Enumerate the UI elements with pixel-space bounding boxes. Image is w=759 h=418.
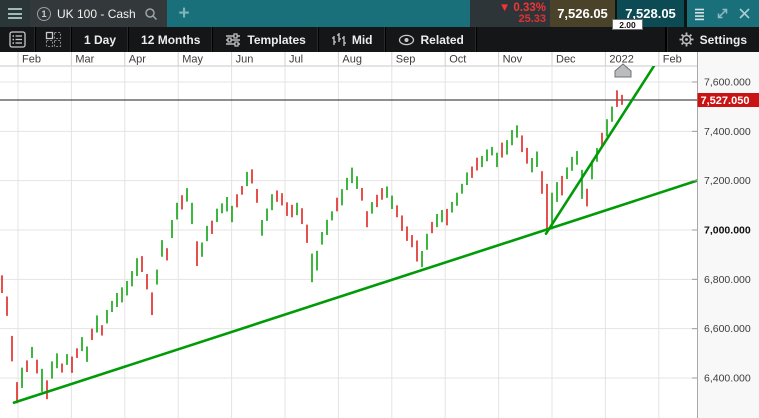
chart-list-button[interactable] bbox=[0, 27, 36, 52]
trendline-long-support[interactable] bbox=[12, 179, 697, 404]
month-label: Aug bbox=[342, 54, 362, 66]
month-label: May bbox=[182, 54, 203, 66]
badge-bg bbox=[697, 92, 759, 107]
month-label: 2022 bbox=[609, 54, 633, 66]
month-label: Nov bbox=[503, 54, 523, 66]
price-tick-label: 6,800.000 bbox=[704, 274, 751, 286]
price-tick-label: 7,400.000 bbox=[704, 126, 751, 138]
instrument-number-badge: 1 bbox=[37, 6, 51, 21]
period-dropdown[interactable]: 1 Day bbox=[72, 27, 130, 52]
menu-lines-icon[interactable] bbox=[691, 5, 709, 23]
price-tick-label: 6,400.000 bbox=[704, 373, 751, 385]
month-label: Mar bbox=[75, 54, 94, 66]
price-axis-bg bbox=[697, 52, 759, 418]
settings-label: Settings bbox=[699, 32, 747, 47]
templates-button[interactable]: Templates bbox=[213, 27, 319, 52]
candlestick-icon bbox=[331, 33, 346, 46]
current-bar-marker bbox=[614, 63, 632, 78]
settings-button[interactable]: Settings bbox=[665, 27, 759, 52]
search-icon[interactable] bbox=[142, 5, 160, 23]
price-axis: 7,600.000 7,400.000 7,200.000 7,000.000 6,80… bbox=[692, 52, 759, 418]
price-tick-label: 7,200.000 bbox=[704, 175, 751, 187]
badge-label: 7,527.050 bbox=[701, 95, 750, 107]
related-button[interactable]: Related bbox=[386, 27, 477, 52]
related-label: Related bbox=[420, 32, 464, 47]
sliders-icon bbox=[226, 32, 241, 47]
templates-label: Templates bbox=[247, 32, 306, 47]
change-block: ▼ 0.33% 25.33 bbox=[470, 0, 550, 27]
month-label: Feb bbox=[663, 54, 682, 66]
month-label: Feb bbox=[22, 54, 41, 66]
grid-layout-icon bbox=[45, 31, 62, 48]
gridlines bbox=[0, 66, 697, 418]
list-icon bbox=[9, 31, 26, 48]
sell-price-button[interactable]: 7,526.05 bbox=[550, 0, 617, 27]
month-label: Jul bbox=[289, 54, 303, 66]
price-tick-label: 6,600.000 bbox=[704, 323, 751, 335]
price-bars bbox=[1, 90, 623, 404]
current-price-badge: 7,527.050 bbox=[697, 92, 759, 107]
topbar-icons bbox=[684, 0, 759, 27]
month-label: Oct bbox=[449, 54, 466, 66]
eye-icon bbox=[398, 34, 414, 45]
month-label: Sep bbox=[396, 54, 416, 66]
expand-icon[interactable] bbox=[713, 5, 731, 23]
price-tick-label: 7,000.000 bbox=[704, 225, 751, 237]
trendline-steep-rally[interactable] bbox=[544, 66, 656, 235]
month-label: Dec bbox=[556, 54, 576, 66]
hamburger-icon bbox=[8, 8, 22, 10]
change-percent: ▼ 0.33% bbox=[498, 2, 546, 14]
chart-background bbox=[0, 52, 759, 418]
hamburger-menu-button[interactable] bbox=[0, 0, 30, 27]
style-label: Mid bbox=[351, 32, 373, 47]
price-chart-canvas[interactable]: Feb Mar Apr May Jun Jul Aug Sep Oct Nov Dec 2022 Feb… bbox=[0, 52, 759, 418]
month-label: Jun bbox=[236, 54, 254, 66]
range-label: 12 Months bbox=[141, 32, 201, 47]
month-strip-bg bbox=[0, 52, 759, 66]
topbar-spacer bbox=[201, 0, 470, 27]
chart-toolbar: 1 Day 12 Months Templates Mid Related Se… bbox=[0, 27, 759, 52]
instrument-title: UK 100 - Cash bbox=[57, 6, 136, 21]
toolbar-spacer bbox=[477, 27, 666, 52]
close-icon[interactable] bbox=[735, 5, 753, 23]
change-points: 25.33 bbox=[518, 13, 546, 25]
price-tick-label: 7,600.000 bbox=[704, 77, 751, 89]
range-dropdown[interactable]: 12 Months bbox=[129, 27, 214, 52]
chart-area: Feb Mar Apr May Jun Jul Aug Sep Oct Nov Dec 2022 Feb… bbox=[0, 52, 759, 418]
price-style-dropdown[interactable]: Mid bbox=[319, 27, 386, 52]
period-label: 1 Day bbox=[84, 32, 117, 47]
month-label: Apr bbox=[129, 54, 146, 66]
spread-badge: 2.00 bbox=[612, 19, 643, 30]
gear-icon bbox=[679, 32, 694, 47]
layout-grid-button[interactable] bbox=[36, 27, 72, 52]
add-tab-button[interactable]: + bbox=[178, 2, 190, 24]
instrument-tab[interactable]: 1 UK 100 - Cash bbox=[30, 0, 167, 27]
month-axis: Feb Mar Apr May Jun Jul Aug Sep Oct Nov Dec 2022 Feb bbox=[0, 52, 759, 67]
top-bar: 1 UK 100 - Cash + ▼ 0.33% 25.33 7,526.05… bbox=[0, 0, 759, 30]
